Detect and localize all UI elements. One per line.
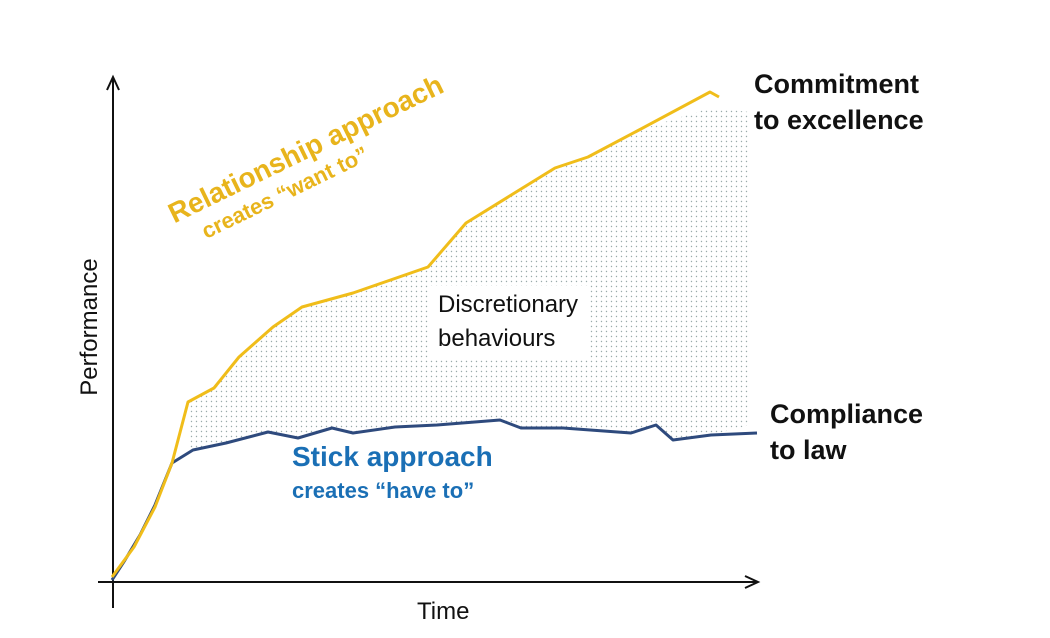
- compliance-line-2: to law: [770, 435, 847, 465]
- x-axis-arrow-icon: [744, 575, 761, 589]
- discretionary-line-2: behaviours: [438, 325, 556, 352]
- discretionary-line-1: Discretionary: [438, 291, 579, 318]
- stick-line-2: creates “have to”: [292, 478, 475, 503]
- relationship-approach-line: [110, 90, 720, 578]
- y-axis-arrow-icon: [106, 74, 120, 91]
- y-axis-label: Performance: [76, 258, 103, 396]
- compliance-line-1: Compliance: [770, 399, 924, 429]
- stick-approach-label: Stick approach creates “have to”: [292, 440, 493, 508]
- discretionary-label: Discretionary behaviours: [428, 286, 589, 358]
- stick-line-1: Stick approach: [292, 441, 493, 472]
- compliance-label: Compliance to law: [770, 396, 923, 468]
- axes: [98, 74, 761, 608]
- commitment-label: Commitment to excellence: [754, 66, 924, 138]
- x-axis-label: Time: [417, 598, 470, 625]
- commitment-line-2: to excellence: [754, 105, 924, 135]
- commitment-line-1: Commitment: [754, 69, 920, 99]
